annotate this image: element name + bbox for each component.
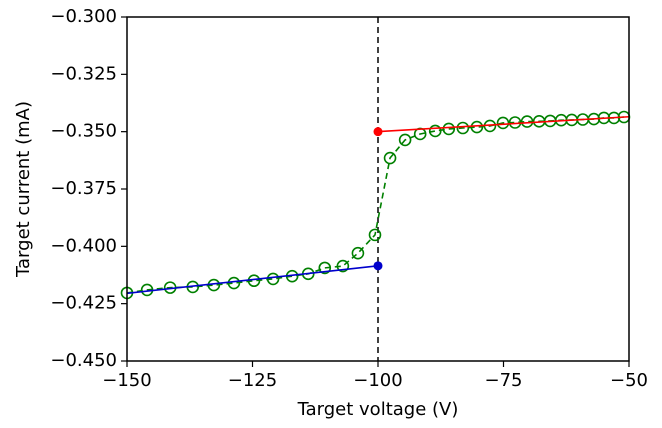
y-tick-label: −0.425 [50,293,117,314]
y-tick-label: −0.325 [50,63,117,84]
data-point [520,115,534,128]
data-point [373,127,383,137]
data-point [368,228,382,242]
data-point [383,151,397,165]
series-line [377,115,630,133]
data-point [470,120,484,134]
x-axis-label: Target voltage (V) [297,399,459,420]
data-point [336,259,350,273]
y-tick-label: −0.450 [50,350,117,371]
x-tick-label: −150 [102,370,151,391]
data-point [318,261,332,275]
y-axis-label: Target current (mA) [13,101,34,278]
data-point [398,133,412,147]
y-tick-label: −0.400 [50,235,117,256]
data-point [428,124,442,138]
data-point [373,261,383,271]
x-tick-label: −100 [353,370,402,391]
series-line [126,265,379,295]
y-tick-label: −0.350 [50,121,117,142]
y-tick-label: −0.375 [50,178,117,199]
plot-frame [126,16,630,362]
data-point [456,121,470,135]
data-point [351,246,365,260]
data-point [496,116,510,130]
x-tick-label: −75 [485,370,523,391]
data-point [442,122,456,136]
x-tick-label: −50 [610,370,648,391]
y-tick-label: −0.300 [50,6,117,27]
data-point [266,272,280,286]
x-tick-label: −125 [228,370,277,391]
